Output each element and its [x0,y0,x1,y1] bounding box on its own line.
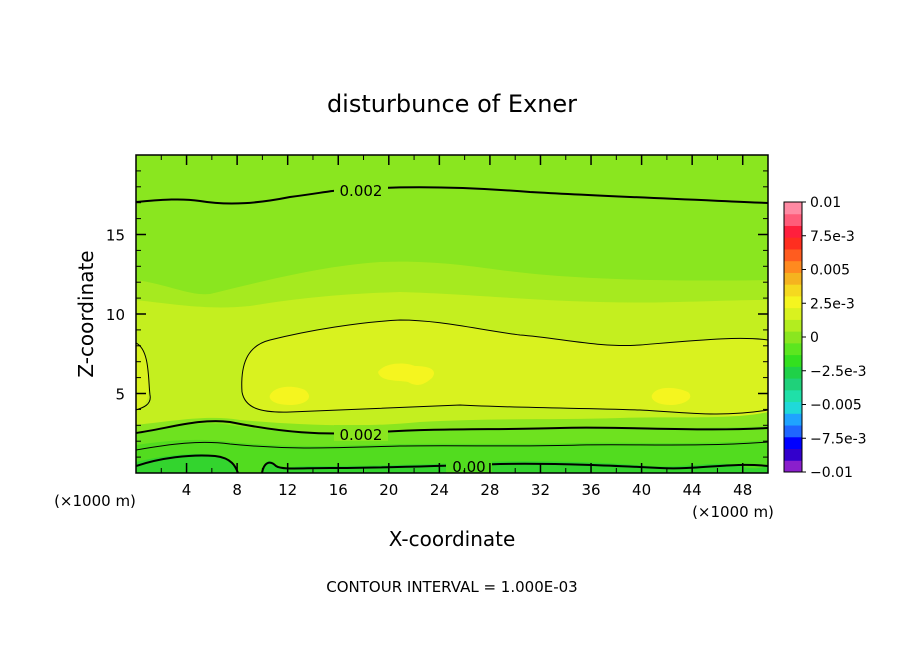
y-tick-label: 5 [115,386,125,404]
colorbar-swatch [784,342,802,356]
colorbar-label: 0.01 [810,195,841,211]
x-tick-label: 48 [733,481,752,499]
x-tick-label: 40 [632,481,651,499]
x-tick-label: 20 [379,481,398,499]
contour-line [136,420,768,435]
x-unit-left: (×1000 m) [54,492,136,510]
contour-label: 0.002 [340,182,383,200]
contour-interval-footer: CONTOUR INTERVAL = 1.000E-03 [326,578,577,596]
colorbar-swatch [784,319,802,332]
colorbar-swatch [784,202,802,215]
contour-label: 0.00 [452,458,485,476]
contour-line [241,319,768,393]
colorbar-swatch [784,260,802,273]
contour-label-bg [446,459,492,473]
colorbar-swatch [784,331,802,344]
colorbar-label: 2.5e-3 [810,296,855,312]
colorbar-label: −0.01 [810,465,853,481]
y-tick-label: 15 [106,227,125,245]
colorbar-swatch [784,237,802,250]
x-tick-label: 16 [329,481,348,499]
y-axis-label: Z-coordinate [74,250,98,377]
colorbar-swatch [784,248,802,262]
colorbar-swatch [784,307,802,320]
contour-label-bg [334,181,388,197]
x-tick-label: 28 [480,481,499,499]
x-tick-label: 36 [581,481,600,499]
x-tick-label: 12 [278,481,297,499]
colorbar-swatch [784,284,802,297]
colorbar-swatch [784,460,802,473]
colorbar-swatch [784,413,802,426]
x-unit-right: (×1000 m) [692,503,774,521]
x-axis: 4 8 12 16 20 24 28 32 36 40 44 48 [160,155,752,499]
y-axis: 5 10 15 [106,170,768,458]
colorbar-swatch [784,366,802,379]
colorbar-label: 0 [810,330,819,346]
x-tick-label: 32 [531,481,550,499]
chart-title: disturbunce of Exner [327,90,577,118]
contour-label: 0.002 [340,426,383,444]
colorbar-label: 7.5e-3 [810,229,855,245]
colorbar-swatch [784,378,802,391]
contour-plot-area: 0.002 0.002 0.00 [135,154,769,476]
colorbar-swatch [784,436,802,450]
colorbar-label: −2.5e-3 [810,364,867,380]
colorbar-swatch [784,272,802,285]
contour-label-bg [334,425,388,441]
colorbar-swatch [784,448,802,461]
contour-line [136,342,151,411]
colorbar-swatch [784,213,802,226]
colorbar-swatch [784,295,802,309]
filled-contours [136,155,768,473]
colorbar-label: −0.005 [810,398,862,414]
colorbar-swatch [784,425,802,438]
contour-line [136,441,768,451]
colorbar-swatch [784,401,802,414]
contour-line [241,391,768,415]
x-tick-label: 24 [430,481,449,499]
x-axis-label: X-coordinate [389,527,516,551]
colorbar-label: 0.005 [810,263,850,279]
colorbar-swatch [784,389,802,403]
x-tick-label: 44 [683,481,702,499]
colorbar: 0.01 7.5e-3 0.005 2.5e-3 0 −2.5e-3 −0.005 −7.5e… [783,195,867,481]
y-tick-label: 10 [106,306,125,324]
x-tick-label: 4 [182,481,192,499]
colorbar-swatch [784,225,802,238]
x-tick-label: 8 [232,481,242,499]
colorbar-swatch [784,354,802,367]
colorbar-label: −7.5e-3 [810,431,867,447]
